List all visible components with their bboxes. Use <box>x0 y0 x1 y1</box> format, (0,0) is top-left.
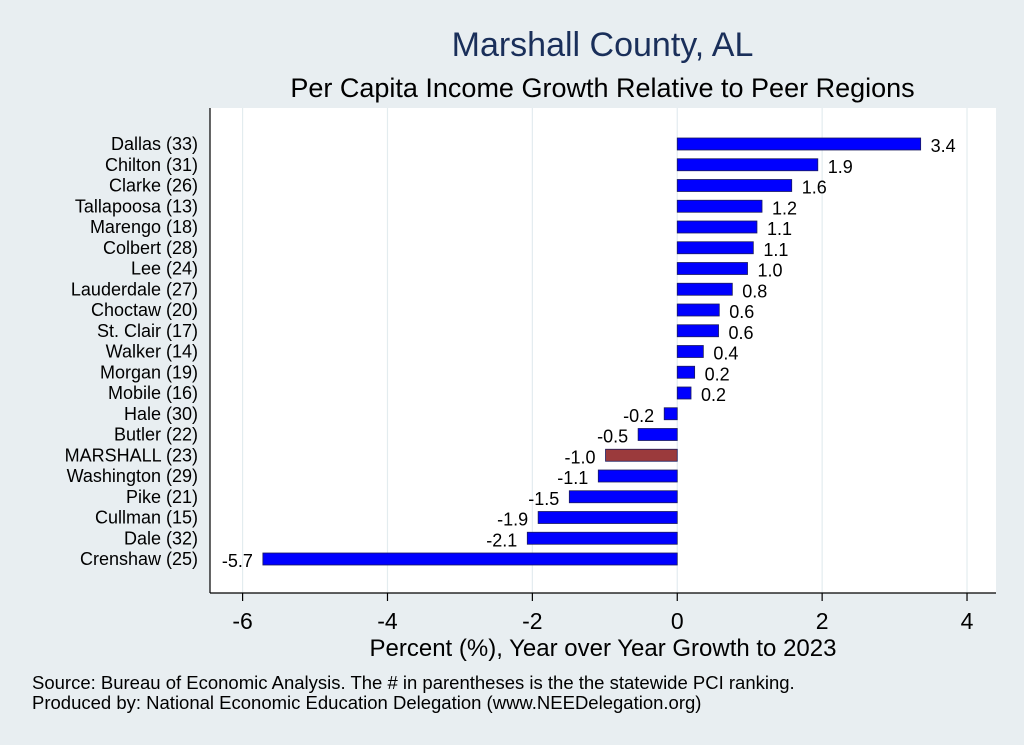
category-label: Lee (24) <box>131 259 198 279</box>
data-label: -1.5 <box>528 489 559 509</box>
category-label: Walker (14) <box>106 342 198 362</box>
category-label: Lauderdale (27) <box>71 279 198 299</box>
category-label: Clarke (26) <box>109 176 198 196</box>
x-tick-label: -6 <box>232 608 252 634</box>
bar <box>676 199 763 213</box>
category-label: Mobile (16) <box>108 383 198 403</box>
category-label: Tallapoosa (13) <box>75 196 198 216</box>
bar <box>676 179 793 192</box>
chart-title: Marshall County, AL <box>451 26 754 64</box>
bar <box>676 365 696 379</box>
category-label: Butler (22) <box>114 425 198 445</box>
data-label: -1.1 <box>557 468 588 488</box>
source-note: Source: Bureau of Economic Analysis. The… <box>32 672 795 693</box>
bar <box>262 552 678 566</box>
category-label: Dallas (33) <box>111 134 198 154</box>
data-label: -0.2 <box>623 406 654 426</box>
bar <box>663 407 678 421</box>
bar <box>676 262 748 275</box>
chart-subtitle: Per Capita Income Growth Relative to Pee… <box>290 73 915 103</box>
data-label: -5.7 <box>222 551 253 571</box>
category-label: Dale (32) <box>124 528 198 548</box>
data-label: 1.2 <box>772 198 797 218</box>
x-tick-label: 2 <box>816 608 829 634</box>
data-label: 0.2 <box>705 364 730 384</box>
data-label: 0.4 <box>713 344 738 364</box>
bar <box>676 345 704 358</box>
bar <box>605 448 678 462</box>
x-tick-label: 4 <box>961 608 974 634</box>
data-label: 1.1 <box>767 219 792 239</box>
category-label: Marengo (18) <box>90 217 198 237</box>
data-label: -2.1 <box>486 530 517 550</box>
data-label: 1.6 <box>802 178 827 198</box>
producer-note: Produced by: National Economic Education… <box>32 692 702 713</box>
category-label: Pike (21) <box>126 487 198 507</box>
category-label: Cullman (15) <box>95 508 198 528</box>
data-label: 1.9 <box>828 157 853 177</box>
bar <box>537 511 678 524</box>
bar <box>526 531 678 545</box>
bar <box>676 324 719 338</box>
bar <box>676 386 692 400</box>
x-axis-label: Percent (%), Year over Year Growth to 20… <box>370 635 837 662</box>
category-label: Colbert (28) <box>103 238 198 258</box>
data-label: -1.0 <box>565 447 596 467</box>
bar <box>676 220 758 234</box>
bar <box>597 469 678 483</box>
category-label: St. Clair (17) <box>97 321 198 341</box>
bar <box>676 282 733 296</box>
data-label: 3.4 <box>931 136 956 156</box>
data-label: -0.5 <box>597 427 628 447</box>
bar <box>676 303 720 317</box>
x-tick-label: 0 <box>671 608 684 634</box>
category-label: Morgan (19) <box>100 362 198 382</box>
bar <box>568 490 678 504</box>
data-label: -1.9 <box>497 510 528 530</box>
data-label: 1.0 <box>758 261 783 281</box>
data-label: 0.6 <box>729 302 754 322</box>
data-label: 0.2 <box>701 385 726 405</box>
data-label: 0.6 <box>729 323 754 343</box>
data-label: 1.1 <box>763 240 788 260</box>
category-label: MARSHALL (23) <box>65 445 198 465</box>
bar <box>676 137 922 151</box>
category-label: Choctaw (20) <box>91 300 198 320</box>
x-tick-label: -2 <box>522 608 542 634</box>
bar <box>637 428 678 441</box>
bar <box>676 241 754 255</box>
data-label: 0.8 <box>742 281 767 301</box>
x-tick-label: -4 <box>377 608 398 634</box>
bar <box>676 158 819 172</box>
category-label: Washington (29) <box>67 466 198 486</box>
category-label: Crenshaw (25) <box>80 549 198 569</box>
category-label: Chilton (31) <box>105 155 198 175</box>
category-label: Hale (30) <box>124 404 198 424</box>
